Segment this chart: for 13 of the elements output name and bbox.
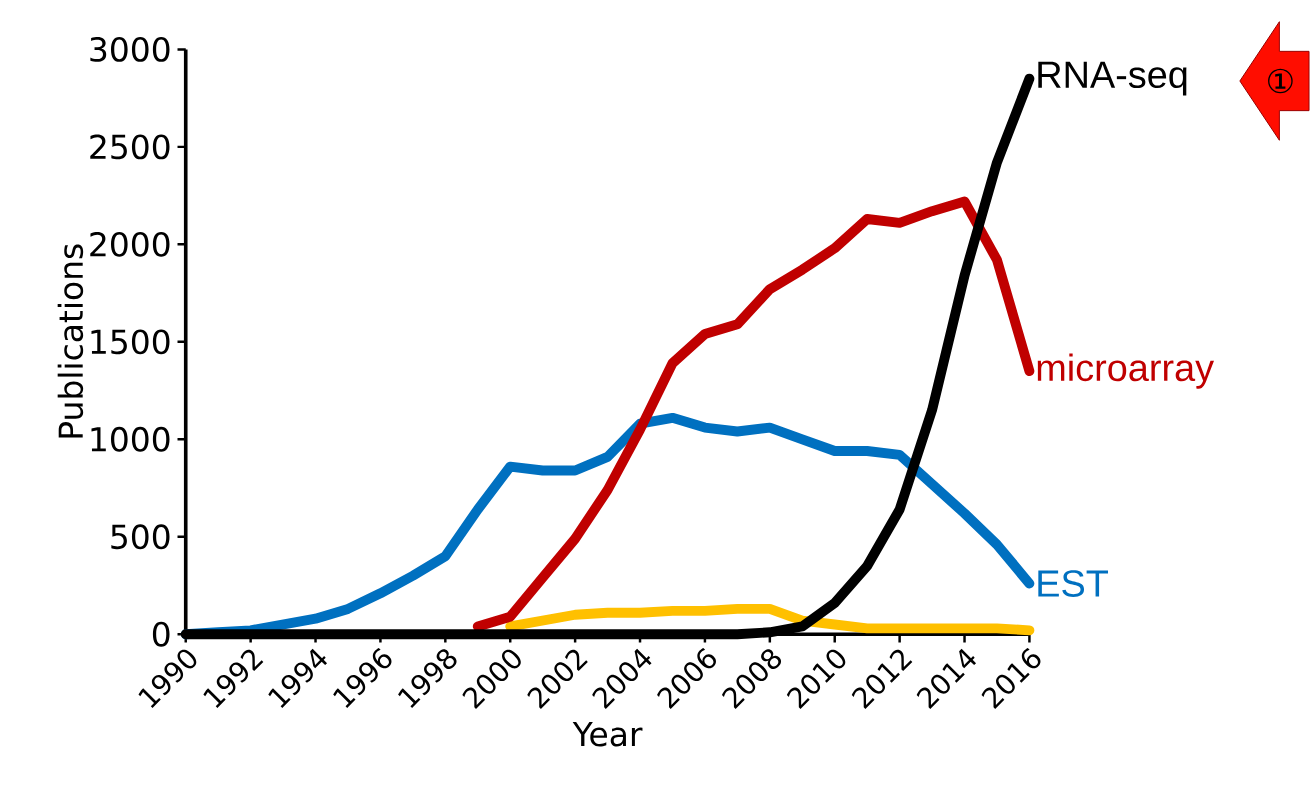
y-tick-label: 0 bbox=[152, 621, 170, 647]
text: ① bbox=[1268, 68, 1293, 94]
y-axis-title: Publications bbox=[57, 244, 84, 438]
y-tick-label: 2500 bbox=[90, 134, 170, 160]
y-tick-label: 3000 bbox=[90, 36, 170, 62]
series-label: RNA-seq bbox=[1038, 61, 1187, 96]
series-label: EST bbox=[1038, 570, 1109, 597]
y-tick-label: 1500 bbox=[91, 329, 170, 355]
y-tick-label: 2000 bbox=[90, 231, 170, 257]
series-label: microarray bbox=[1037, 353, 1214, 389]
x-axis-title: Year bbox=[572, 721, 643, 747]
y-tick-label: 1000 bbox=[91, 426, 170, 452]
y-tick-label: 500 bbox=[111, 524, 170, 550]
